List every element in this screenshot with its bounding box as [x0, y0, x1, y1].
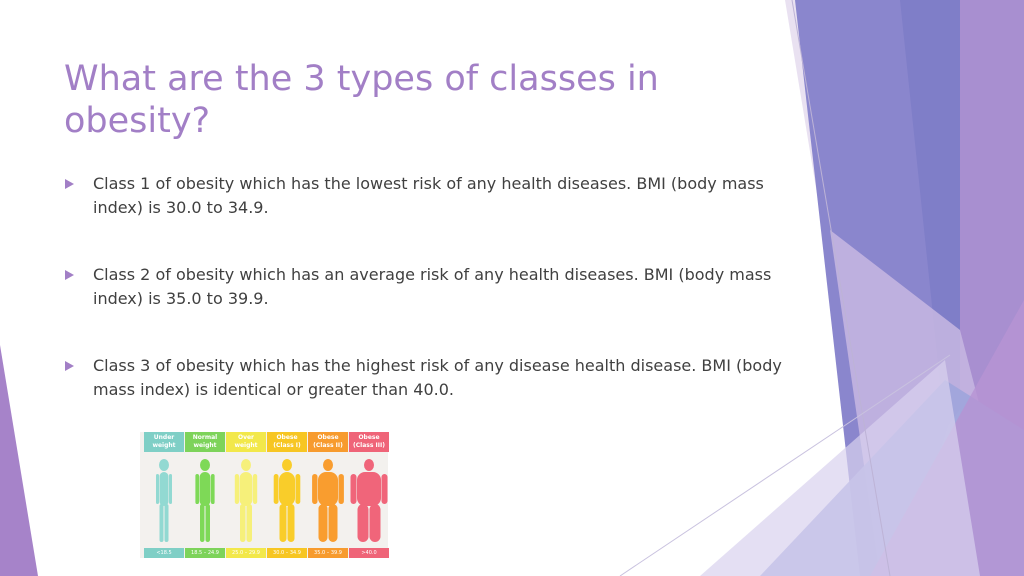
bullet-arrow-icon [65, 179, 74, 189]
bullet-arrow-icon [65, 361, 74, 371]
bmi-column: Obese (Class I) 30.0 – 34.9 [267, 432, 307, 558]
body-silhouette-icon [350, 459, 388, 542]
slide-title: What are the 3 types of classes in obesi… [64, 59, 659, 141]
body-silhouette-icon [234, 459, 258, 542]
body-silhouette-icon [273, 459, 301, 542]
bmi-range-label: >40.0 [349, 548, 389, 558]
bullet-text: Class 3 of obesity which has the highest… [93, 356, 782, 399]
bmi-column: Normal weight 18.5 – 24.9 [185, 432, 225, 558]
facet-thin-line-2 [619, 354, 951, 576]
bmi-range-label: 30.0 – 34.9 [267, 548, 307, 558]
bmi-range-label: 18.5 – 24.9 [185, 548, 225, 558]
facet-thin-line-1 [791, 0, 891, 576]
bullet-arrow-icon [65, 270, 74, 280]
bmi-range-label: 35.0 – 39.9 [308, 548, 348, 558]
bmi-category-label: Normal weight [185, 432, 225, 452]
bmi-column: Over weight 25.0 – 29.9 [226, 432, 266, 558]
bullet-text: Class 2 of obesity which has an average … [93, 265, 772, 308]
body-silhouette-icon [195, 459, 215, 542]
bmi-category-label: Obese (Class III) [349, 432, 389, 452]
bmi-category-label: Obese (Class II) [308, 432, 348, 452]
bmi-column: Obese (Class III) >40.0 [349, 432, 389, 558]
bmi-range-label: <18.5 [144, 548, 184, 558]
body-silhouette-icon [312, 459, 344, 542]
bmi-range-label: 25.0 – 29.9 [226, 548, 266, 558]
facet-light-wash [700, 360, 980, 576]
bmi-column: Obese (Class II) 35.0 – 39.9 [308, 432, 348, 558]
bmi-column: Under weight <18.5 [144, 432, 184, 558]
bmi-category-image: Under weight <18.5 Normal weight 18.5 – 24.… [140, 432, 389, 558]
bullet-text: Class 1 of obesity which has the lowest … [93, 174, 764, 217]
facet-left-sliver [0, 345, 38, 576]
bmi-category-label: Under weight [144, 432, 184, 452]
bmi-category-label: Over weight [226, 432, 266, 452]
body-silhouette-icon [156, 459, 172, 542]
bmi-category-label: Obese (Class I) [267, 432, 307, 452]
